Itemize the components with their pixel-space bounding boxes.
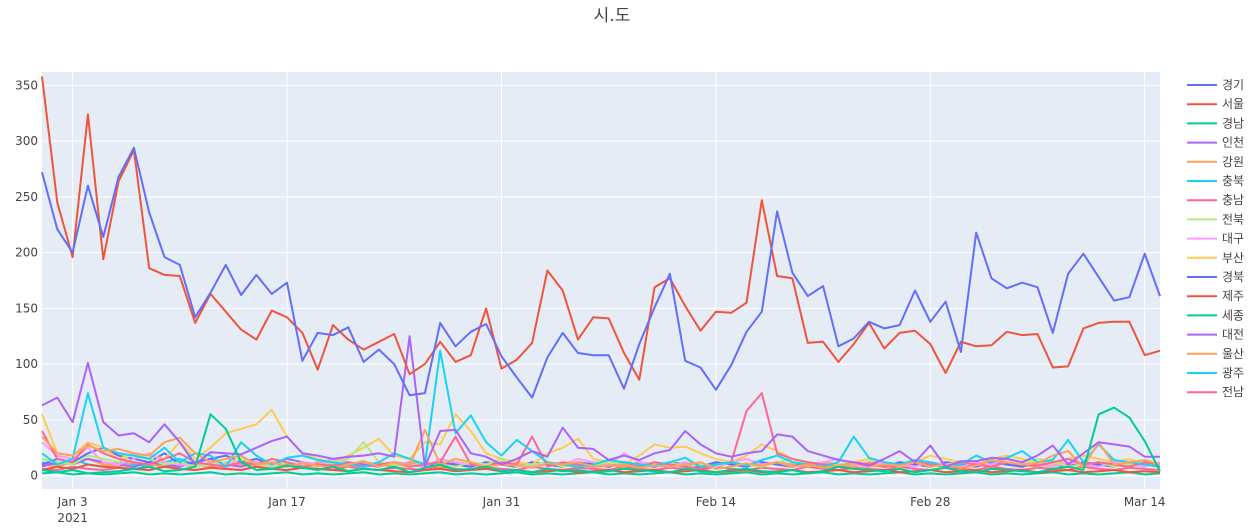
series-layer bbox=[41, 76, 1161, 476]
legend-item[interactable]: 경남 bbox=[1187, 116, 1244, 130]
legend-label: 대전 bbox=[1222, 328, 1244, 342]
legend-label: 울산 bbox=[1222, 347, 1244, 361]
legend-item[interactable]: 충남 bbox=[1187, 193, 1244, 207]
y-tick-label: 250 bbox=[15, 190, 38, 204]
x-tick-label: Feb 28 bbox=[910, 495, 950, 509]
y-tick-label: 100 bbox=[15, 357, 38, 371]
legend-label: 전북 bbox=[1222, 212, 1244, 226]
legend-label: 경남 bbox=[1222, 116, 1244, 130]
grid-lines bbox=[42, 72, 1160, 489]
x-axis: Jan 3 2021 Jan 17 Jan 31 Feb 14 Feb 28 Mar 14 bbox=[57, 495, 1166, 525]
series-line-12 bbox=[41, 463, 1161, 474]
legend-item[interactable]: 서울 bbox=[1187, 97, 1244, 111]
x-tick-label: Jan 17 bbox=[267, 495, 306, 509]
legend-label: 경기 bbox=[1222, 78, 1244, 92]
y-axis: 0 50 100 150 200 250 300 350 bbox=[15, 78, 38, 482]
legend-item[interactable]: 경북 bbox=[1187, 270, 1244, 284]
series-line-6 bbox=[41, 349, 1161, 468]
plot-background bbox=[42, 72, 1160, 489]
legend-label: 제주 bbox=[1222, 289, 1244, 303]
legend-label: 인천 bbox=[1222, 135, 1244, 150]
x-tick-sublabel: 2021 bbox=[57, 511, 88, 525]
x-tick-label: Feb 14 bbox=[696, 495, 736, 509]
legend-label: 강원 bbox=[1222, 155, 1244, 169]
y-tick-label: 50 bbox=[23, 413, 38, 427]
legend-label: 세종 bbox=[1222, 308, 1244, 322]
legend-item[interactable]: 전남 bbox=[1187, 385, 1244, 399]
legend-label: 충남 bbox=[1222, 193, 1244, 207]
y-tick-label: 200 bbox=[15, 246, 38, 260]
y-tick-label: 350 bbox=[15, 78, 38, 92]
y-tick-label: 150 bbox=[15, 301, 38, 315]
legend-item[interactable]: 울산 bbox=[1187, 347, 1244, 361]
series-line-5 bbox=[41, 428, 1161, 470]
series-line-1 bbox=[41, 146, 1161, 399]
legend-item[interactable]: 인천 bbox=[1187, 135, 1244, 150]
legend-item[interactable]: 경기 bbox=[1187, 78, 1244, 92]
x-tick-label: Jan 31 bbox=[482, 495, 521, 509]
y-tick-label: 300 bbox=[15, 134, 38, 148]
x-tick-label: Jan 3 bbox=[57, 495, 88, 509]
legend-label: 부산 bbox=[1222, 251, 1244, 265]
legend-item[interactable]: 대전 bbox=[1187, 328, 1244, 342]
legend-item[interactable]: 충북 bbox=[1187, 174, 1244, 188]
legend-item[interactable]: 세종 bbox=[1187, 308, 1244, 322]
series-line-3 bbox=[41, 406, 1161, 475]
legend-item[interactable]: 대구 bbox=[1187, 232, 1244, 246]
series-line-2 bbox=[41, 76, 1161, 381]
y-tick-label: 0 bbox=[30, 469, 38, 483]
legend-item[interactable]: 부산 bbox=[1187, 251, 1244, 265]
legend-item[interactable]: 강원 bbox=[1187, 155, 1244, 169]
series-line-4 bbox=[41, 335, 1160, 468]
chart-title: 시.도 bbox=[594, 6, 631, 26]
legend-label: 전남 bbox=[1222, 385, 1244, 399]
legend-item[interactable]: 광주 bbox=[1187, 366, 1244, 380]
legend-label: 경북 bbox=[1222, 270, 1244, 284]
x-tick-label: Mar 14 bbox=[1124, 495, 1166, 509]
legend-label: 서울 bbox=[1222, 97, 1244, 111]
legend-label: 충북 bbox=[1222, 174, 1244, 188]
legend-item[interactable]: 전북 bbox=[1187, 212, 1244, 226]
legend-label: 광주 bbox=[1222, 366, 1244, 380]
legend-item[interactable]: 제주 bbox=[1187, 289, 1244, 303]
legend-label: 대구 bbox=[1222, 232, 1244, 246]
